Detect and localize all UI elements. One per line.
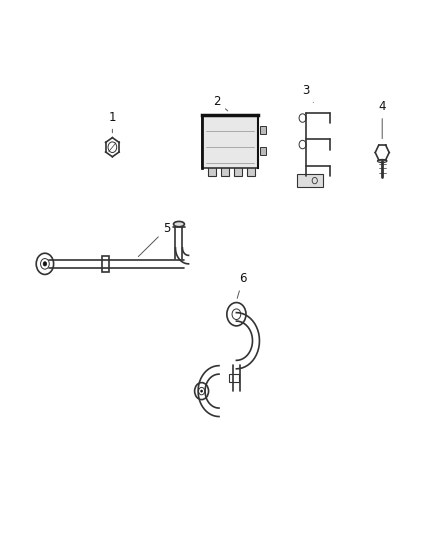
Bar xyxy=(260,147,265,155)
Bar xyxy=(260,126,265,134)
Bar xyxy=(234,167,242,176)
Text: 1: 1 xyxy=(109,111,116,133)
Text: 4: 4 xyxy=(378,100,386,139)
Bar xyxy=(221,167,229,176)
Bar xyxy=(201,115,258,168)
Text: 3: 3 xyxy=(302,84,313,102)
Bar xyxy=(102,256,110,272)
Bar xyxy=(297,174,323,187)
Text: 6: 6 xyxy=(237,272,247,298)
Circle shape xyxy=(201,390,202,392)
Bar xyxy=(208,167,216,176)
Text: 5: 5 xyxy=(138,222,170,256)
Circle shape xyxy=(43,262,47,266)
Ellipse shape xyxy=(173,221,184,227)
Text: 2: 2 xyxy=(213,95,228,111)
Bar xyxy=(247,167,255,176)
Ellipse shape xyxy=(378,159,387,163)
Bar xyxy=(229,374,240,382)
